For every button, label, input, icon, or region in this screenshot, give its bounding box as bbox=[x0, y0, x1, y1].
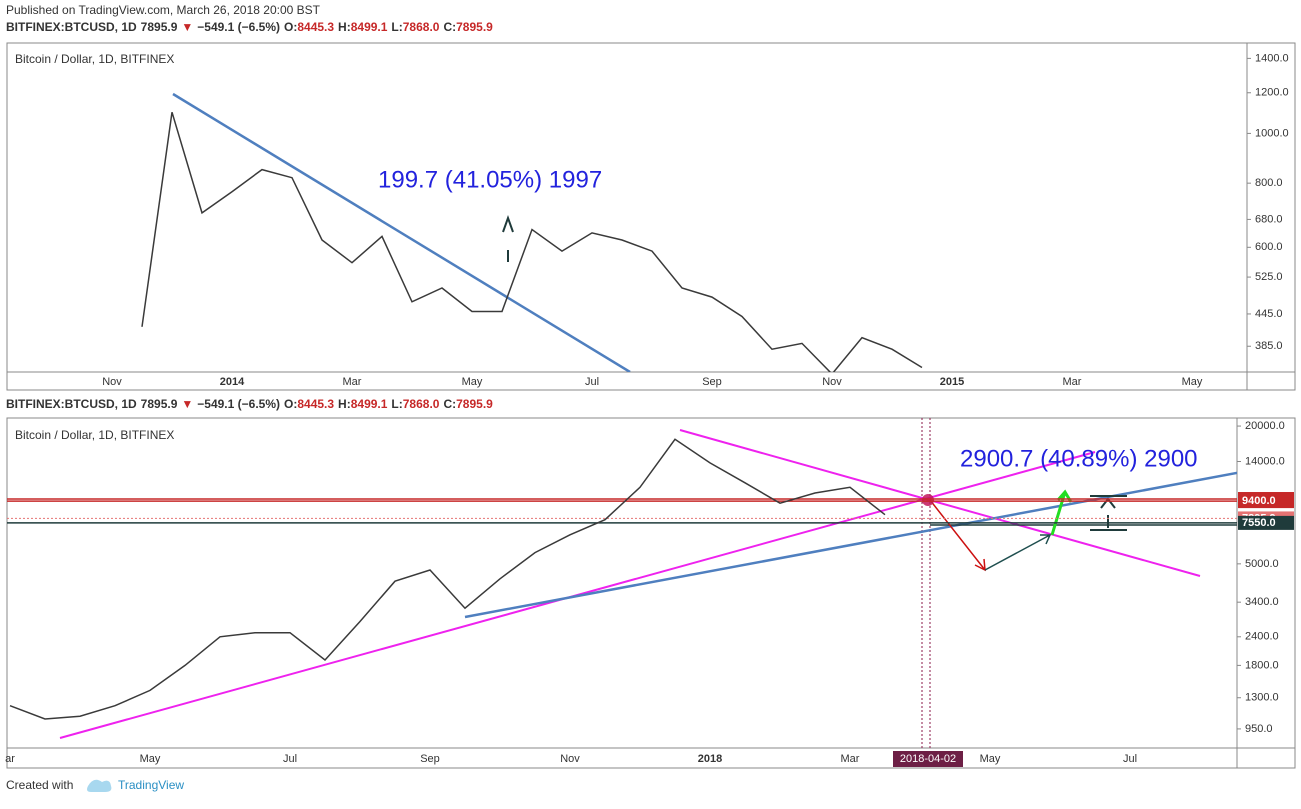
change-arrow: ▼ bbox=[181, 20, 193, 34]
ohlc-key: L: bbox=[391, 20, 402, 34]
change: −549.1 (−6.5%) bbox=[197, 20, 280, 34]
y-tick-label: 800.0 bbox=[1255, 177, 1283, 189]
ohlc-key: H: bbox=[338, 397, 351, 411]
logo bbox=[87, 779, 112, 792]
ohlc-value: 7868.0 bbox=[403, 397, 440, 411]
price-label: 7550.0 bbox=[1242, 517, 1276, 529]
x-tick-label: May bbox=[140, 753, 161, 765]
x-tick-label: Mar bbox=[1063, 376, 1082, 388]
symbol: BITFINEX:BTCUSD, 1D bbox=[6, 397, 137, 411]
x-tick-label: 2015 bbox=[940, 376, 964, 388]
brand: TradingView bbox=[118, 778, 184, 792]
ohlc-value: 8445.3 bbox=[297, 20, 334, 34]
chart-title: Bitcoin / Dollar, 1D, BITFINEX bbox=[15, 52, 174, 66]
x-tick-label: May bbox=[462, 376, 483, 388]
drawings bbox=[172, 92, 631, 372]
x-tick-label: Jul bbox=[283, 753, 297, 765]
y-tick-label: 385.0 bbox=[1255, 340, 1283, 352]
created-with: Created with bbox=[6, 778, 73, 792]
point bbox=[922, 494, 934, 506]
price-box bbox=[1238, 515, 1294, 530]
ohlc-key: O: bbox=[284, 397, 297, 411]
ohlc-value: 7868.0 bbox=[403, 20, 440, 34]
x-tick-label: Jul bbox=[585, 376, 599, 388]
ohlc-key: O: bbox=[284, 20, 297, 34]
ohlc-key: C: bbox=[443, 20, 456, 34]
price-line-series bbox=[9, 438, 886, 720]
published: Published on TradingView.com, March 26, … bbox=[6, 3, 321, 17]
y-tick-label: 2400.0 bbox=[1245, 631, 1279, 643]
annotation: 199.7 (41.05%) 1997 bbox=[378, 166, 602, 193]
y-tick-label: 1300.0 bbox=[1245, 692, 1279, 704]
trendline bbox=[464, 471, 1237, 619]
last-price: 7895.9 bbox=[141, 397, 178, 411]
y-tick-label: 5000.0 bbox=[1245, 558, 1279, 570]
series bbox=[9, 438, 886, 720]
ohlc-value: 7895.9 bbox=[456, 20, 493, 34]
chart-title: Bitcoin / Dollar, 1D, BITFINEX bbox=[15, 428, 174, 442]
panel-frame bbox=[6, 42, 1296, 391]
y-tick-label: 445.0 bbox=[1255, 308, 1283, 320]
measure-arrow bbox=[502, 215, 514, 262]
x-tick-label: Mar bbox=[343, 376, 362, 388]
last-price: 7895.9 bbox=[141, 20, 178, 34]
annotation: 2900.7 (40.89%) 2900 bbox=[960, 445, 1198, 472]
measure bbox=[1090, 495, 1127, 531]
symbol: BITFINEX:BTCUSD, 1D bbox=[6, 20, 137, 34]
x-tick-label: Jul bbox=[1123, 753, 1137, 765]
price-label: 9400.0 bbox=[1242, 495, 1276, 507]
y-tick-label: 1200.0 bbox=[1255, 87, 1289, 99]
ohlc-value: 7895.9 bbox=[456, 397, 493, 411]
y-tick-label: 3400.0 bbox=[1245, 596, 1279, 608]
x-tick-label: Mar bbox=[841, 753, 860, 765]
y-tick-label: 14000.0 bbox=[1245, 455, 1285, 467]
y-tick-label: 20000.0 bbox=[1245, 420, 1285, 432]
ohlc-key: L: bbox=[391, 397, 402, 411]
change: −549.1 (−6.5%) bbox=[197, 397, 280, 411]
ohlc-key: C: bbox=[443, 397, 456, 411]
series bbox=[141, 111, 923, 372]
ohlc-value: 8499.1 bbox=[351, 397, 388, 411]
ohlc-value: 8445.3 bbox=[297, 397, 334, 411]
marker-label: 2018-04-02 bbox=[900, 753, 956, 765]
ohlc-key: H: bbox=[338, 20, 351, 34]
marker-box bbox=[893, 751, 963, 767]
trendline bbox=[172, 92, 631, 372]
price-box bbox=[1238, 494, 1294, 509]
symbol-line: BITFINEX:BTCUSD, 1D 7895.9 ▼ −549.1 (−6.5%)… bbox=[6, 20, 493, 34]
panel-frame bbox=[6, 417, 1296, 769]
trendline bbox=[679, 429, 1201, 577]
change-arrow: ▼ bbox=[181, 397, 193, 411]
y-tick-label: 1400.0 bbox=[1255, 52, 1289, 64]
y-tick-label: 600.0 bbox=[1255, 241, 1283, 253]
x-tick-label: Nov bbox=[560, 753, 580, 765]
x-tick-label: 2014 bbox=[220, 376, 245, 388]
x-tick-label: ar bbox=[5, 753, 15, 765]
x-tick-label: Sep bbox=[702, 376, 722, 388]
x-tick-label: 2018 bbox=[698, 753, 722, 765]
y-tick-label: 680.0 bbox=[1255, 213, 1283, 225]
y-tick-label: 950.0 bbox=[1245, 723, 1273, 735]
arrow bbox=[984, 534, 1052, 571]
x-tick-label: May bbox=[1182, 376, 1203, 388]
price-line-series bbox=[141, 111, 923, 372]
y-tick-label: 525.0 bbox=[1255, 271, 1283, 283]
y-tick-label: 1800.0 bbox=[1245, 659, 1279, 671]
footer: Created with TradingView bbox=[6, 778, 184, 792]
x-tick-label: Nov bbox=[822, 376, 842, 388]
x-tick-label: Sep bbox=[420, 753, 440, 765]
x-tick-label: May bbox=[980, 753, 1001, 765]
x-tick-label: Nov bbox=[102, 376, 122, 388]
y-tick-label: 1000.0 bbox=[1255, 127, 1289, 139]
symbol-line: BITFINEX:BTCUSD, 1D 7895.9 ▼ −549.1 (−6.5%)… bbox=[6, 397, 493, 411]
ohlc-value: 8499.1 bbox=[351, 20, 388, 34]
